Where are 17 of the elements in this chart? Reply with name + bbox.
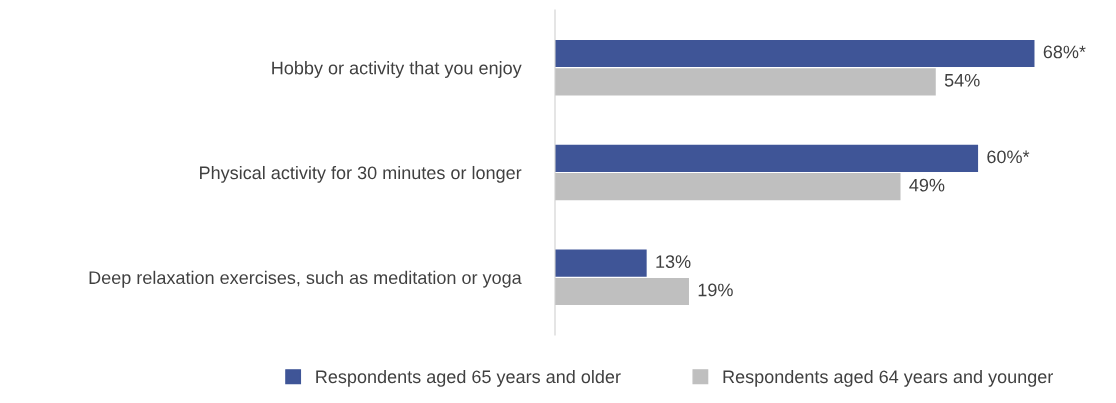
data-label: 54% [944,73,980,87]
data-label: 49% [909,178,945,192]
bar [555,173,901,201]
bar [555,249,647,277]
data-label: 60%* [987,150,1030,164]
data-label: 13% [656,255,691,269]
legend-label: Respondents aged 65 years and older [316,369,621,387]
bar [555,277,689,306]
bar [555,68,936,96]
y-tick-label: Deep relaxation exercises, such as meditation or yoga [89,270,522,288]
data-label: 19% [698,283,733,297]
y-tick-label: Physical activity for 30 minutes or longer [200,165,522,183]
bar [555,39,1035,68]
y-tick-label: Hobby or activity that you enjoy [272,61,522,78]
data-label: 68%* [1043,45,1086,59]
legend-label: Respondents aged 64 years and younger [723,369,1054,387]
bar [555,144,979,172]
